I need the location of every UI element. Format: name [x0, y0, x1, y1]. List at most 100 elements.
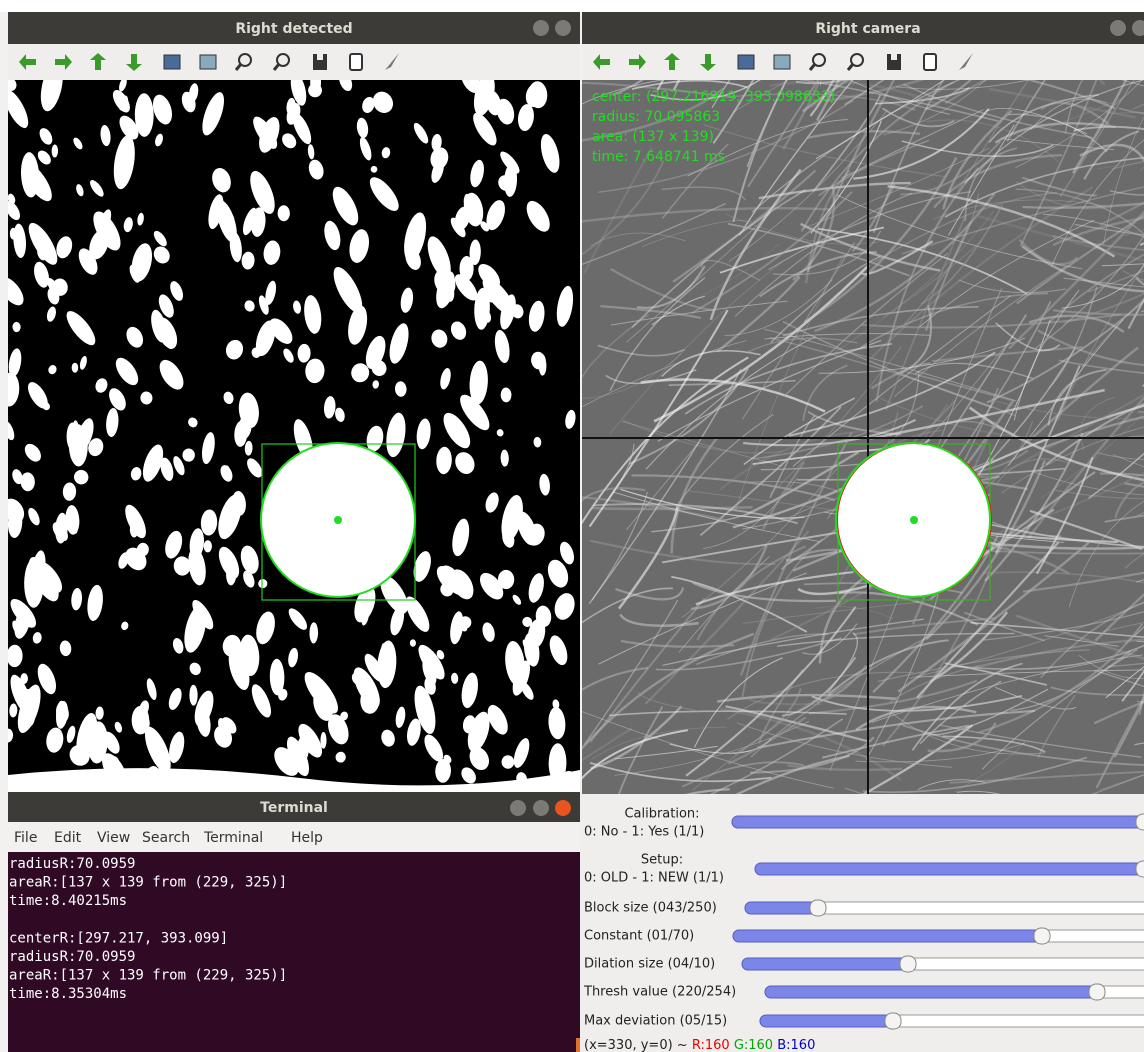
- toolbar-button[interactable]: [234, 53, 252, 71]
- fiber: [927, 722, 997, 753]
- minimize-button[interactable]: [1110, 20, 1126, 36]
- blob: [20, 673, 28, 684]
- fiber: [899, 304, 933, 375]
- blob: [95, 378, 108, 393]
- trackbar-handle[interactable]: [1033, 927, 1051, 945]
- trackbar[interactable]: [744, 899, 1144, 917]
- minimize-button[interactable]: [533, 20, 549, 36]
- toolbar-button[interactable]: [773, 54, 791, 70]
- fiber: [932, 199, 1107, 220]
- toolbar-button[interactable]: [629, 54, 646, 70]
- fiber: [1022, 202, 1144, 209]
- fiber: [925, 459, 1046, 641]
- menu-item[interactable]: File: [14, 830, 37, 846]
- blob: [40, 80, 63, 112]
- fiber: [618, 706, 664, 794]
- toolbar-button[interactable]: [737, 54, 755, 70]
- toolbar-button[interactable]: [808, 53, 826, 71]
- toolbar-button[interactable]: [90, 53, 106, 70]
- blob: [189, 684, 198, 706]
- trackbar-handle[interactable]: [1135, 813, 1144, 831]
- fiber: [782, 320, 993, 409]
- fiber: [615, 745, 718, 760]
- blob: [73, 137, 83, 150]
- toolbar-button[interactable]: [664, 53, 680, 70]
- fiber: [1078, 655, 1144, 679]
- blob: [8, 768, 580, 792]
- menu-item[interactable]: Edit: [54, 830, 82, 846]
- menu-item[interactable]: View: [97, 830, 130, 846]
- blob: [292, 112, 312, 145]
- blob: [100, 125, 111, 147]
- toolbar-button[interactable]: [126, 54, 142, 71]
- blob: [455, 452, 475, 475]
- trackbar-handle[interactable]: [899, 955, 917, 973]
- fiber: [620, 488, 805, 519]
- trackbar[interactable]: [732, 927, 1144, 945]
- blob: [512, 594, 522, 605]
- fiber: [769, 346, 902, 495]
- blob: [307, 144, 315, 160]
- toolbar-button[interactable]: [593, 54, 610, 70]
- maximize-button[interactable]: [533, 800, 549, 816]
- toolbar-button[interactable]: [887, 54, 901, 70]
- minimize-button[interactable]: [510, 800, 526, 816]
- trackbar[interactable]: [759, 1012, 1144, 1030]
- trackbar[interactable]: [764, 983, 1144, 1001]
- blob: [10, 598, 37, 628]
- trackbar-handle[interactable]: [1088, 983, 1106, 1001]
- blob: [436, 271, 456, 309]
- fiber: [1015, 188, 1144, 235]
- blob: [283, 348, 294, 363]
- menu-item[interactable]: Search: [142, 830, 190, 846]
- trackbar-handle[interactable]: [809, 899, 827, 917]
- fiber: [944, 80, 989, 105]
- blob: [95, 706, 104, 720]
- trackbar[interactable]: [741, 955, 1144, 973]
- menu-item[interactable]: Help: [291, 830, 323, 846]
- fiber: [787, 764, 903, 771]
- toolbar-button[interactable]: [349, 53, 363, 71]
- blob: [189, 662, 201, 676]
- toolbar-button[interactable]: [923, 53, 937, 71]
- fiber: [916, 669, 1144, 678]
- toolbar-button[interactable]: [272, 53, 290, 71]
- toolbar-button[interactable]: [19, 54, 36, 70]
- toolbar-button[interactable]: [700, 54, 716, 71]
- fiber: [815, 80, 946, 160]
- blob: [450, 569, 474, 600]
- blob: [203, 540, 212, 553]
- fiber: [668, 379, 796, 386]
- blob: [461, 672, 478, 709]
- fiber: [609, 261, 783, 434]
- close-button[interactable]: [555, 20, 571, 36]
- blob: [404, 212, 427, 262]
- blob: [103, 731, 120, 754]
- blob: [218, 718, 231, 740]
- toolbar-button[interactable]: [55, 54, 72, 70]
- close-button[interactable]: [1132, 20, 1144, 36]
- blob: [172, 637, 184, 654]
- blob: [501, 755, 515, 769]
- toolbar-button[interactable]: [846, 53, 864, 71]
- menu-item[interactable]: Terminal: [203, 830, 263, 846]
- trackbar-handle[interactable]: [884, 1012, 902, 1030]
- blob: [255, 320, 276, 357]
- trackbar[interactable]: [731, 813, 1144, 831]
- trackbar-handle[interactable]: [1135, 860, 1144, 878]
- fiber: [699, 406, 842, 537]
- fiber: [792, 295, 1011, 467]
- toolbar-button[interactable]: [163, 54, 181, 70]
- blob: [247, 458, 263, 478]
- toolbar-button[interactable]: [313, 54, 327, 70]
- fiber: [612, 80, 645, 96]
- trackbar[interactable]: [754, 860, 1144, 878]
- blob: [188, 417, 198, 428]
- toolbar-button[interactable]: [199, 54, 217, 70]
- blob: [454, 274, 478, 301]
- blob: [130, 467, 142, 481]
- fiber: [978, 214, 1144, 262]
- blob: [526, 200, 550, 232]
- fiber: [1111, 160, 1144, 170]
- close-button[interactable]: [555, 800, 571, 816]
